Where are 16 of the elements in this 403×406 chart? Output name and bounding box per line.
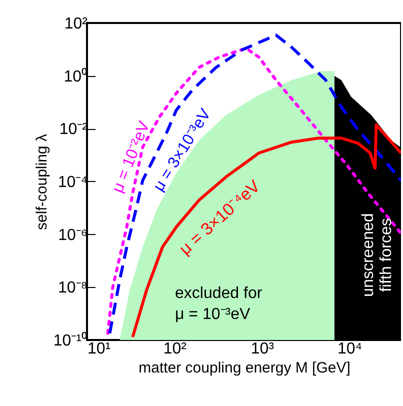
x-tick-label: 10³ (250, 340, 275, 358)
x-tick-label: 10¹ (88, 340, 111, 358)
y-axis-title: self-coupling λ (33, 134, 50, 230)
y-tick-label: 10⁻⁶ (58, 226, 88, 244)
y-tick-label: 10⁻⁴ (58, 174, 88, 191)
y-tick-label: 10⁻⁸ (58, 280, 88, 297)
x-tick-label: 10² (163, 340, 188, 358)
y-tick-label: 10⁻¹⁰ (53, 332, 88, 350)
x-tick-label: 10⁴ (337, 340, 362, 358)
y-tick-label: 10⁻² (59, 121, 88, 138)
y-tick-label: 10² (64, 16, 88, 32)
y-tick-label: 10⁰ (64, 67, 88, 86)
text: μ = 10⁻²eV (110, 118, 154, 196)
series-label: excluded for μ = 10⁻³eV (175, 285, 263, 323)
series-label: unscreened fifth forces (360, 213, 395, 297)
x-axis-title: matter coupling energy M [GeV] (138, 360, 350, 376)
